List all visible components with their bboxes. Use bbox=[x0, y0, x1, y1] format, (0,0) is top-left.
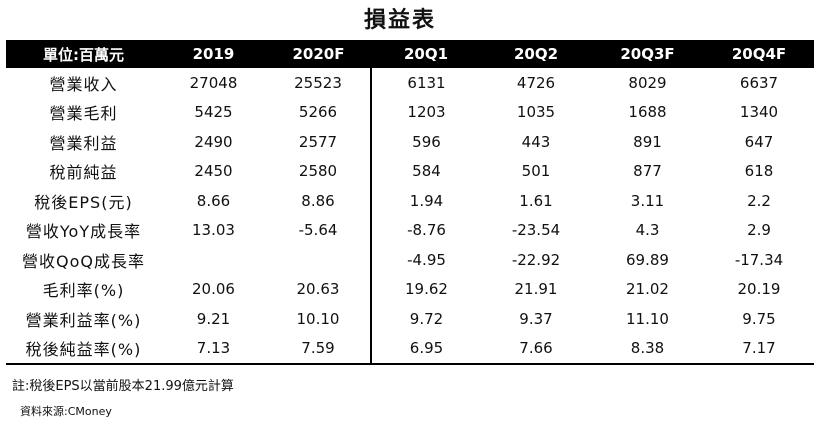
table-cell: 877 bbox=[633, 162, 662, 181]
table-cell: 618 bbox=[744, 162, 774, 181]
table-header-row: 單位:百萬元 2019 2020F 20Q1 20Q2 20Q3F 20Q4F bbox=[6, 40, 814, 68]
row-label: 營業收入 bbox=[49, 74, 118, 94]
table-row: 稅後EPS(元) 8.66 8.86 1.94 1.61 3.11 2.2 bbox=[6, 186, 814, 216]
table-row: 營業利益 2490 2577 596 443 891 647 bbox=[6, 127, 814, 157]
header-2020f: 2020F bbox=[266, 40, 371, 68]
table-cell: 27048 bbox=[189, 73, 238, 92]
header-20q1: 20Q1 bbox=[371, 40, 481, 68]
eps-footnote: 註:稅後EPS以當前股本21.99億元計算 bbox=[12, 379, 234, 394]
table-cell: 4726 bbox=[516, 73, 556, 92]
table-cell: 2490 bbox=[194, 132, 233, 151]
table-cell: 20.19 bbox=[737, 280, 781, 299]
table-cell: 6.95 bbox=[370, 333, 481, 365]
table-cell: 10.10 bbox=[296, 309, 340, 328]
table-cell: 7.66 bbox=[481, 333, 591, 365]
table-cell: 1.61 bbox=[519, 191, 553, 210]
table-cell: 9.72 bbox=[370, 304, 481, 334]
row-label: 營業毛利 bbox=[49, 104, 118, 124]
row-label: 稅後EPS(元) bbox=[34, 192, 133, 212]
table-cell: 891 bbox=[633, 132, 662, 151]
row-label: 營業利益 bbox=[49, 133, 118, 153]
table-cell: 2.9 bbox=[747, 221, 771, 240]
table-cell: 1035 bbox=[516, 103, 556, 122]
row-label: 營業利益率(%) bbox=[25, 310, 142, 330]
table-cell: 5266 bbox=[298, 103, 338, 122]
row-label: 毛利率(%) bbox=[42, 281, 125, 301]
table-cell: -22.92 bbox=[511, 250, 561, 269]
table-cell: 2580 bbox=[298, 162, 338, 181]
data-source: 資料來源:CMoney bbox=[20, 405, 112, 418]
header-20q2: 20Q2 bbox=[481, 40, 591, 68]
table-cell: 2450 bbox=[194, 162, 233, 181]
table-cell: 20.06 bbox=[192, 280, 235, 299]
table-row: 稅後純益率(%) 7.13 7.59 6.95 7.66 8.38 7.17 bbox=[6, 333, 814, 365]
table-cell: 9.21 bbox=[196, 309, 231, 328]
table-cell: -17.34 bbox=[734, 250, 784, 269]
table-cell: 9.37 bbox=[519, 309, 553, 328]
table-cell: 2.2 bbox=[747, 191, 771, 210]
table-cell: 13.03 bbox=[192, 221, 235, 240]
table-row: 營業毛利 5425 5266 1203 1035 1688 1340 bbox=[6, 97, 814, 127]
table-cell: 1688 bbox=[628, 103, 667, 122]
table-row: 營業收入 27048 25523 6131 4726 8029 6637 bbox=[6, 68, 814, 98]
table-cell: 69.89 bbox=[626, 250, 669, 269]
table-cell: 443 bbox=[521, 132, 551, 151]
table-cell: -8.76 bbox=[370, 215, 481, 245]
table-cell: 4.3 bbox=[635, 221, 660, 240]
table-cell: 6637 bbox=[739, 73, 779, 92]
row-label: 稅前純益 bbox=[49, 163, 118, 183]
table-cell: 7.59 bbox=[266, 333, 371, 365]
page-title: 損益表 bbox=[363, 8, 436, 33]
header-unit: 單位:百萬元 bbox=[6, 40, 161, 68]
table-cell: 11.10 bbox=[626, 309, 669, 328]
table-cell: 8.86 bbox=[301, 191, 335, 210]
table-row: 營收QoQ成長率 -4.95 -22.92 69.89 -17.34 bbox=[6, 245, 814, 275]
table-cell: 3.11 bbox=[630, 191, 665, 210]
table-row: 毛利率(%) 20.06 20.63 19.62 21.91 21.02 20.19 bbox=[6, 274, 814, 304]
header-20q4f: 20Q4F bbox=[704, 40, 814, 68]
table-cell: 8.38 bbox=[591, 333, 704, 365]
table-cell: 5425 bbox=[194, 103, 233, 122]
table-cell: 584 bbox=[370, 156, 481, 186]
table-cell: 6131 bbox=[370, 68, 481, 98]
table-cell: -4.95 bbox=[370, 245, 481, 275]
row-label: 營收YoY成長率 bbox=[25, 222, 142, 242]
table-cell: 1203 bbox=[370, 97, 481, 127]
table-cell: 9.75 bbox=[742, 309, 776, 328]
table-cell: 596 bbox=[370, 127, 481, 157]
table-cell: 8029 bbox=[628, 73, 667, 92]
table-cell bbox=[161, 245, 266, 275]
table-cell: 8.66 bbox=[196, 191, 231, 210]
table-row: 稅前純益 2450 2580 584 501 877 618 bbox=[6, 156, 814, 186]
table-cell: 25523 bbox=[294, 73, 342, 92]
table-cell bbox=[266, 245, 371, 275]
income-statement-table: 單位:百萬元 2019 2020F 20Q1 20Q2 20Q3F 20Q4F … bbox=[6, 40, 814, 365]
table-cell: 20.63 bbox=[296, 280, 340, 299]
row-label: 營收QoQ成長率 bbox=[22, 251, 145, 271]
table-cell: 1.94 bbox=[370, 186, 481, 216]
table-cell: 2577 bbox=[298, 132, 338, 151]
table-cell: 501 bbox=[521, 162, 551, 181]
table-row: 營業利益率(%) 9.21 10.10 9.72 9.37 11.10 9.75 bbox=[6, 304, 814, 334]
table-cell: -23.54 bbox=[511, 221, 561, 240]
table-cell: 21.02 bbox=[626, 280, 669, 299]
table-cell: 21.91 bbox=[514, 280, 558, 299]
table-row: 營收YoY成長率 13.03 -5.64 -8.76 -23.54 4.3 2.9 bbox=[6, 215, 814, 245]
header-20q3f: 20Q3F bbox=[591, 40, 704, 68]
table-cell: 1340 bbox=[739, 103, 779, 122]
table-cell: 7.17 bbox=[704, 333, 814, 365]
header-2019: 2019 bbox=[161, 40, 266, 68]
table-cell: 647 bbox=[744, 132, 774, 151]
table-cell: 19.62 bbox=[370, 274, 481, 304]
row-label: 稅後純益率(%) bbox=[6, 333, 161, 365]
table-cell: -5.64 bbox=[298, 221, 338, 240]
table-cell: 7.13 bbox=[161, 333, 266, 365]
